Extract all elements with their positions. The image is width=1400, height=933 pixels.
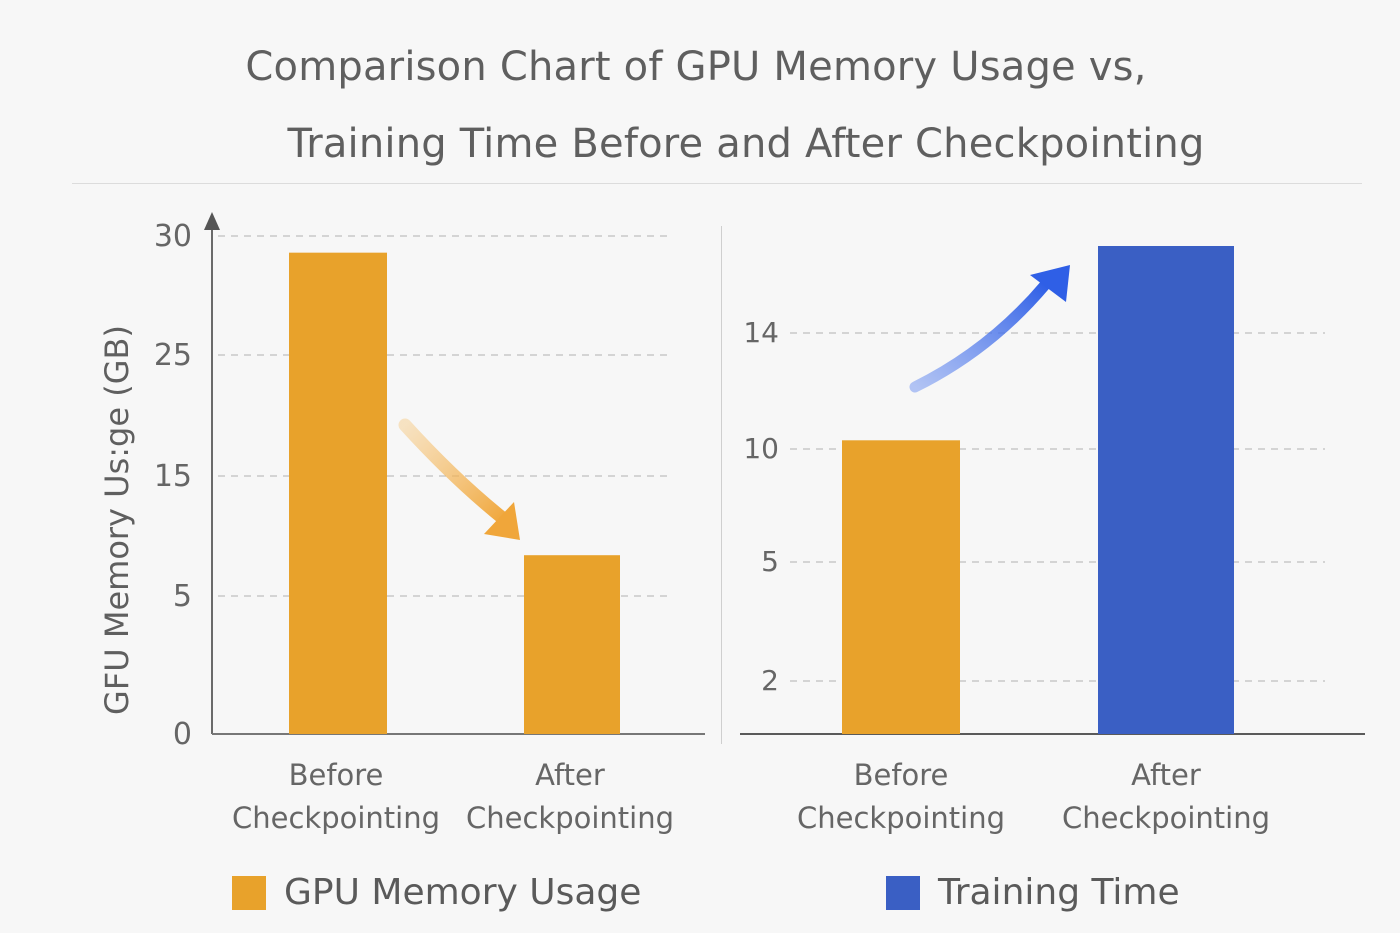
right-x-tick-label-1-line-0: After — [1131, 758, 1201, 792]
decrease-arrow-icon — [484, 502, 520, 540]
right-chart: 2 5 10 14 Before Checkpointing After Checkpoin… — [740, 246, 1365, 835]
legend-swatch-orange — [232, 875, 266, 910]
chart-title-line-1: Comparison Chart of GPU Memory Usage vs, — [245, 44, 1147, 90]
chart-title-line-2: Training Time Before and After Checkpoin… — [287, 121, 1205, 167]
legend-item-gpu-memory: GPU Memory Usage — [232, 872, 641, 913]
right-y-tick-label: 14 — [743, 316, 779, 349]
bar-training-time-1 — [1098, 246, 1234, 734]
bar-training-time-0 — [842, 440, 960, 734]
increase-arrow-icon — [1030, 265, 1070, 302]
left-x-tick-label-0-line-0: Before — [289, 758, 384, 792]
right-x-tick-label-0-line-1: Checkpointing — [797, 801, 1005, 835]
left-y-tick-label: 30 — [154, 219, 192, 254]
left-x-tick-label-1-line-0: After — [535, 758, 605, 792]
left-chart: 0 5 15 25 30 Before Checkpointing After Checkpo… — [98, 212, 705, 835]
legend-swatch-blue — [886, 875, 920, 910]
bar-gpu-memory-1 — [524, 555, 620, 734]
panel-divider — [721, 226, 722, 744]
left-y-tick-label: 15 — [154, 459, 192, 494]
right-x-tick-label-1-line-1: Checkpointing — [1062, 801, 1270, 835]
legend-label-gpu-memory: GPU Memory Usage — [284, 872, 642, 913]
left-y-tick-label: 25 — [154, 338, 192, 373]
legend-item-training-time: Training Time — [886, 872, 1180, 913]
decrease-arrow-shaft — [398, 418, 512, 527]
left-x-tick-label-0-line-1: Checkpointing — [232, 801, 440, 835]
y-axis-arrow-icon — [204, 212, 220, 230]
left-y-tick-label: 5 — [173, 579, 192, 614]
left-y-tick-label: 0 — [173, 717, 192, 752]
legend-label-training-time: Training Time — [938, 872, 1180, 913]
increase-arrow-shaft — [909, 279, 1051, 393]
left-x-tick-label-1-line-1: Checkpointing — [466, 801, 674, 835]
right-y-tick-label: 5 — [761, 545, 779, 578]
title-divider — [72, 183, 1362, 184]
bar-gpu-memory-0 — [289, 252, 387, 734]
right-y-tick-label: 2 — [761, 664, 779, 697]
left-y-axis-label: GFU Memory Us:ge (GB) — [98, 325, 136, 715]
right-y-tick-label: 10 — [743, 432, 779, 465]
right-x-tick-label-0-line-0: Before — [854, 758, 949, 792]
